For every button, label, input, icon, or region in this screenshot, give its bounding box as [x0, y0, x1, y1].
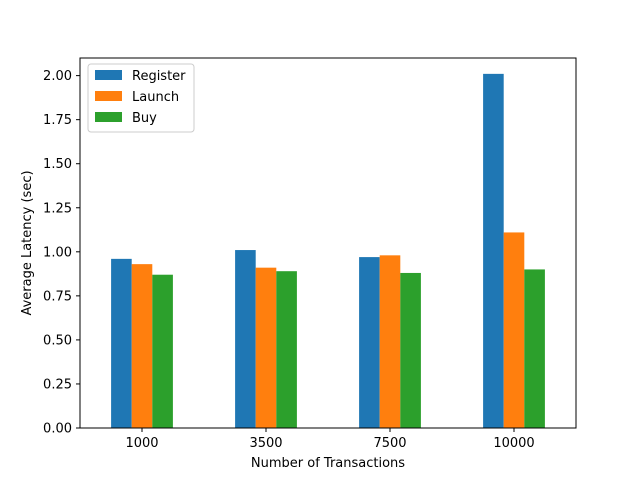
- x-axis-label: Number of Transactions: [251, 456, 405, 471]
- x-axis-ticks: 1000 3500 7500 10000: [125, 428, 535, 451]
- y-axis-label: Average Latency (sec): [20, 170, 35, 315]
- bar-buy-10000: [524, 269, 545, 428]
- bar-launch-3500: [255, 267, 277, 428]
- y-tick-label: 1.25: [43, 201, 72, 216]
- bar-register-1000: [111, 258, 132, 428]
- legend-swatch-register: [95, 70, 122, 80]
- legend-swatch-launch: [95, 91, 122, 101]
- y-tick-label: 0.00: [43, 422, 72, 437]
- bar-launch-10000: [503, 232, 525, 428]
- y-tick-label: 1.75: [43, 113, 72, 128]
- legend-label-buy: Buy: [132, 111, 157, 126]
- bar-buy-7500: [400, 272, 421, 428]
- x-tick-label: 7500: [373, 436, 406, 451]
- y-axis-ticks: 0.00 0.25 0.50 0.75 1.00 1.25 1.50 1.75 2.00: [43, 69, 80, 437]
- y-tick-label: 1.50: [43, 157, 72, 172]
- y-tick-label: 0.75: [43, 289, 72, 304]
- bar-register-10000: [483, 73, 504, 429]
- y-tick-label: 0.25: [43, 377, 72, 392]
- y-tick-label: 0.50: [43, 333, 72, 348]
- x-tick-label: 3500: [249, 436, 282, 451]
- plot-area: [79, 57, 577, 429]
- bar-launch-1000: [131, 264, 153, 428]
- bar-buy-3500: [276, 271, 297, 428]
- bar-register-3500: [235, 250, 256, 428]
- legend-label-launch: Launch: [132, 90, 179, 105]
- axes-frame: [79, 57, 577, 429]
- legend-swatch-buy: [95, 112, 122, 122]
- bar-register-7500: [359, 257, 380, 428]
- y-tick-label: 1.00: [43, 245, 72, 260]
- legend: Register Launch Buy: [87, 63, 195, 133]
- x-tick-label: 10000: [493, 436, 534, 451]
- legend-label-register: Register: [132, 69, 186, 84]
- bar-buy-1000: [152, 274, 173, 428]
- bar-launch-7500: [379, 255, 401, 428]
- y-tick-label: 2.00: [43, 69, 72, 84]
- x-tick-label: 1000: [125, 436, 158, 451]
